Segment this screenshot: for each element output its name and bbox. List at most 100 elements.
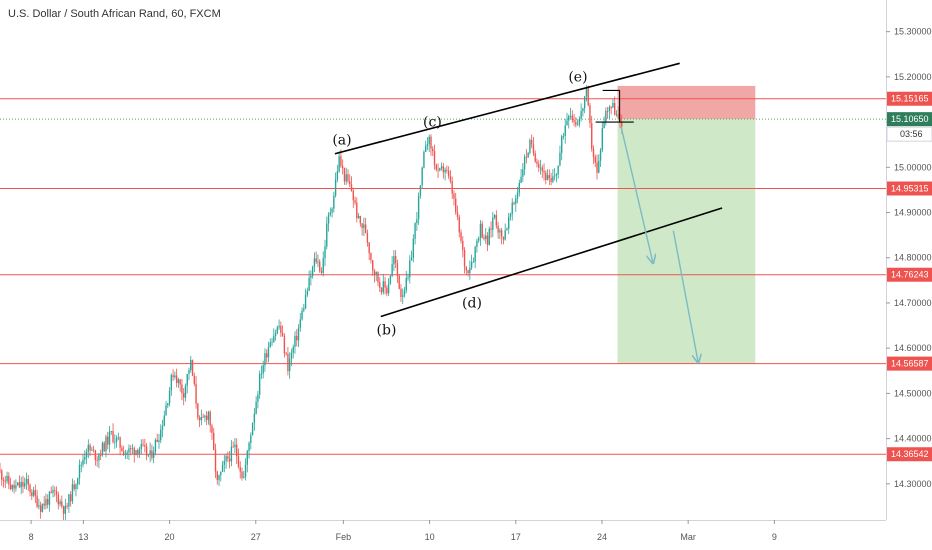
candle-body-110 — [193, 375, 195, 384]
candle-body-260 — [458, 216, 460, 233]
price-tick-label-0: 15.30000 — [894, 27, 932, 37]
forecast-arrow-1 — [672, 230, 698, 362]
candle-body-52 — [91, 449, 93, 451]
candle-body-309 — [545, 172, 547, 181]
candle-body-206 — [363, 224, 365, 228]
candle-body-320 — [564, 125, 566, 136]
candle-body-32 — [55, 490, 58, 495]
candle-body-221 — [389, 276, 392, 284]
wave-labels: (a) (b) (c) (d) (e) — [332, 69, 587, 338]
candle-body-216 — [380, 287, 383, 293]
candle-body-174 — [306, 290, 309, 295]
candle-body-162 — [285, 353, 287, 355]
candle-body-2 — [2, 479, 5, 481]
time-tick-label-9: 9 — [772, 532, 777, 542]
candle-body-251 — [442, 166, 445, 173]
trendline-lower-channel — [380, 207, 723, 318]
candle-body-104 — [183, 393, 185, 398]
candle-body-287 — [506, 228, 508, 231]
candle-body-44 — [77, 478, 79, 485]
candle-body-172 — [303, 308, 305, 311]
candle-body-226 — [398, 275, 400, 289]
candle-body-197 — [347, 174, 349, 182]
candle-body-87 — [152, 451, 155, 458]
candle-body-247 — [435, 164, 437, 170]
candle-body-132 — [232, 446, 234, 448]
candle-body-164 — [288, 359, 291, 372]
candle-body-214 — [377, 272, 379, 283]
candle-body-33 — [57, 494, 59, 505]
candle-body-62 — [108, 431, 111, 445]
candle-body-343 — [605, 110, 607, 122]
candle-body-112 — [197, 403, 199, 418]
candle-body-205 — [361, 223, 363, 228]
time-tick-label-3: 27 — [251, 532, 261, 542]
level-tag-label-1: 14.95315 — [891, 183, 929, 193]
candle-body-163 — [287, 354, 289, 372]
candle-body-281 — [495, 215, 498, 226]
candle-body-90 — [158, 440, 160, 443]
candle-body-93 — [163, 415, 165, 427]
time-tick-label-7: 24 — [597, 532, 607, 542]
level-tag-2 — [887, 267, 932, 282]
candle-body-165 — [290, 352, 293, 360]
price-tick-label-10: 14.30000 — [894, 479, 932, 489]
time-axis[interactable]: 8 13 20 27 Feb 10 17 24 Mar 9 — [0, 520, 932, 550]
candle-body-20 — [34, 490, 37, 496]
candle-body-118 — [207, 411, 210, 420]
wave-label-2: (c) — [423, 115, 442, 131]
candle-body-300 — [529, 140, 531, 153]
position-zones — [617, 85, 756, 364]
candle-body-139 — [244, 464, 247, 477]
candle-body-201 — [354, 200, 356, 203]
candle-body-95 — [167, 403, 169, 406]
candle-body-70 — [122, 451, 125, 455]
candle-body-89 — [156, 439, 158, 443]
candle-body-339 — [598, 160, 600, 173]
candle-body-195 — [343, 167, 346, 182]
candle-body-217 — [382, 281, 384, 293]
candle-body-315 — [555, 174, 558, 176]
candle-body-13 — [22, 481, 24, 487]
candle-body-335 — [591, 123, 593, 149]
candle-body-168 — [296, 335, 298, 341]
candle-body-102 — [179, 379, 181, 385]
candle-body-124 — [218, 475, 220, 480]
candle-body-296 — [522, 169, 524, 177]
candle-body-109 — [191, 360, 194, 376]
candle-body-209 — [368, 242, 370, 254]
candle-body-344 — [606, 110, 609, 112]
candle-body-175 — [308, 277, 310, 291]
candle-body-64 — [112, 431, 114, 443]
candle-body-14 — [24, 483, 26, 487]
time-tick-label-8: Mar — [680, 532, 696, 542]
candle-body-319 — [562, 135, 565, 137]
candle-body-211 — [371, 260, 374, 271]
candle-body-273 — [481, 223, 483, 238]
price-axis[interactable]: 15.3000015.2000015.1000015.0000014.90000… — [886, 0, 932, 550]
candle-body-227 — [400, 288, 402, 297]
candle-body-27 — [46, 499, 49, 505]
candle-body-45 — [78, 465, 81, 479]
candle-body-188 — [331, 208, 333, 213]
candle-body-81 — [142, 444, 144, 446]
candle-body-185 — [326, 223, 328, 247]
candle-body-237 — [417, 195, 420, 220]
candle-body-114 — [200, 416, 203, 421]
candle-body-349 — [615, 114, 618, 115]
candle-body-38 — [66, 505, 68, 507]
candle-body-338 — [596, 162, 598, 173]
candle-body-84 — [147, 454, 150, 456]
candle-body-347 — [612, 103, 614, 108]
price-tick-label-9: 14.40000 — [894, 434, 932, 444]
wave-label-1: (b) — [377, 323, 397, 339]
candle-body-116 — [204, 415, 206, 418]
candle-body-5 — [8, 475, 10, 485]
candle-body-59 — [103, 442, 105, 452]
candle-body-48 — [84, 457, 86, 460]
level-tag-label-4: 14.36542 — [891, 449, 929, 459]
candle-body-136 — [239, 466, 241, 472]
candle-body-340 — [599, 150, 602, 161]
candle-body-286 — [504, 230, 506, 240]
